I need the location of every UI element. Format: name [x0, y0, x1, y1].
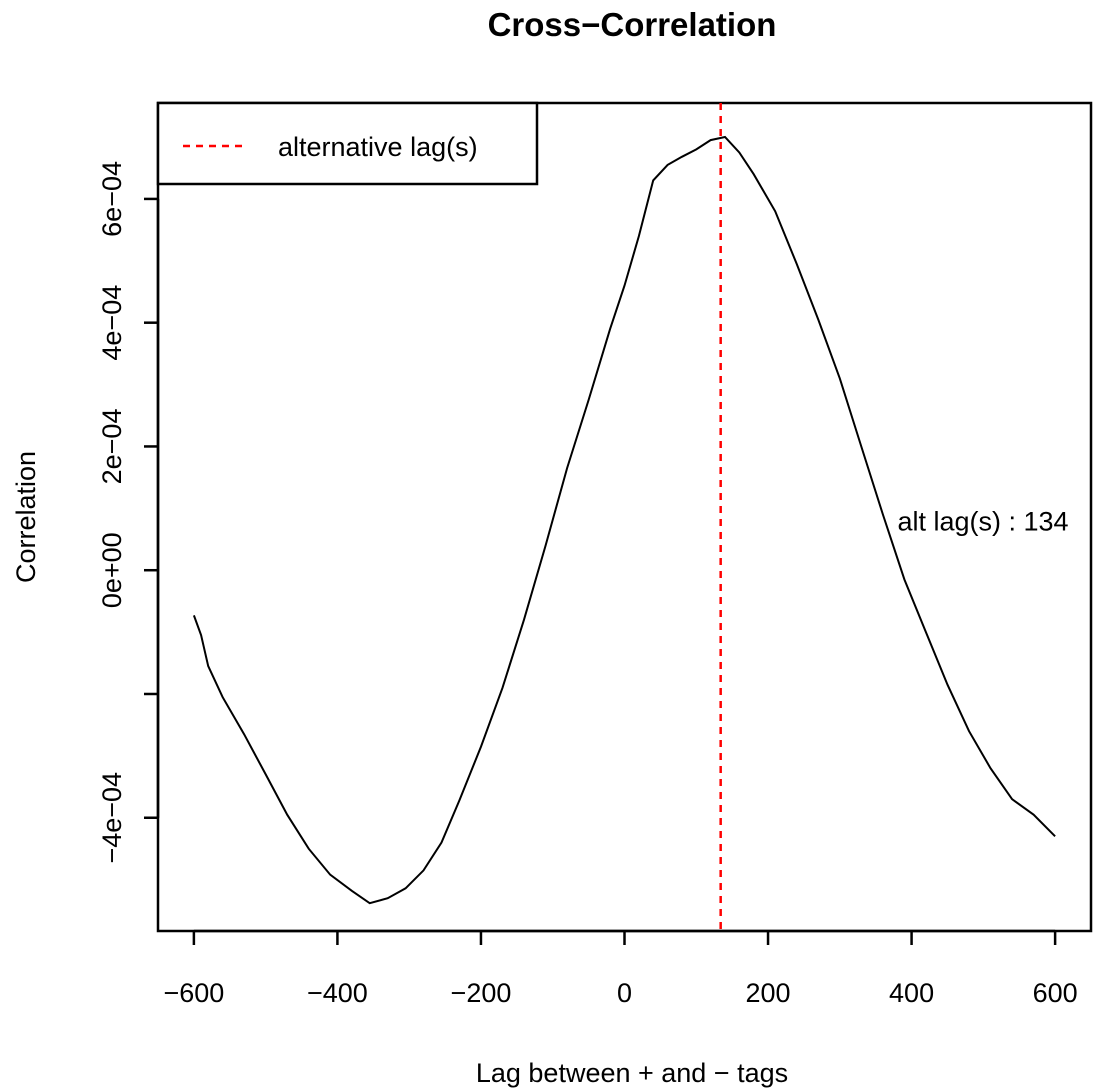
chart-title: Cross−Correlation: [488, 6, 777, 43]
y-tick-label: 2e−04: [97, 409, 127, 485]
x-tick-label: −600: [163, 978, 224, 1008]
x-tick-label: 200: [746, 978, 791, 1008]
y-axis-label: Correlation: [11, 451, 41, 583]
legend-box: [156, 101, 539, 186]
x-tick-label: 400: [889, 978, 934, 1008]
x-tick-label: 600: [1033, 978, 1078, 1008]
legend-label: alternative lag(s): [278, 132, 478, 162]
x-axis-label: Lag between + and − tags: [476, 1058, 788, 1088]
x-tick-label: 0: [617, 978, 632, 1008]
x-tick-label: −400: [307, 978, 368, 1008]
y-axis: −4e−04 0e+00 2e−04 4e−04 6e−04: [97, 161, 160, 864]
x-tick-label: −200: [451, 978, 512, 1008]
x-axis: −600 −400 −200 0 200 400 600: [163, 929, 1078, 1008]
alt-lag-annotation: alt lag(s) : 134: [897, 507, 1068, 537]
y-tick-label: −4e−04: [97, 772, 127, 864]
y-tick-label: 6e−04: [97, 161, 127, 237]
y-tick-label: 0e+00: [97, 532, 127, 608]
y-tick-label: 4e−04: [97, 285, 127, 361]
legend: alternative lag(s): [156, 101, 539, 186]
correlation-series-line: [192, 135, 1056, 905]
